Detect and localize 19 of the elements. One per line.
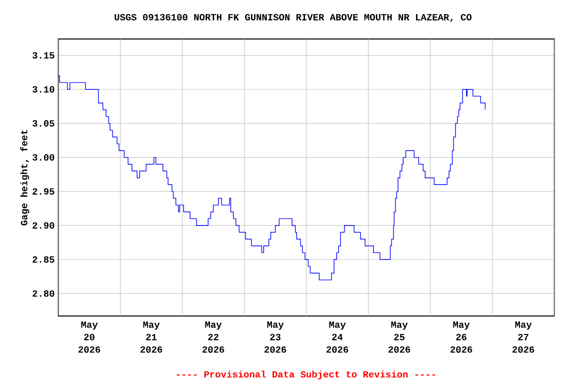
y-axis-title: Gage height, feet [20,130,30,226]
chart-title: USGS 09136100 NORTH FK GUNNISON RIVER ABOVE MOUTH NR LAZEAR, CO [114,14,472,22]
x-tick-label: May 26 2026 [450,322,472,353]
y-tick-label: 2.85 [32,256,54,263]
x-tick-label: May 23 2026 [264,322,286,353]
x-tick-label: May 27 2026 [512,322,534,353]
x-tick-label: May 20 2026 [78,322,100,353]
y-tick-label: 3.05 [32,120,54,127]
y-tick-label: 2.90 [32,222,54,229]
y-tick-label: 2.95 [32,188,54,195]
x-tick-label: May 21 2026 [140,322,162,353]
text: ---- Provisional Data Subject to Revision ---- [176,370,436,380]
y-tick-label: 3.00 [32,154,54,161]
x-tick-label: May 24 2026 [326,322,348,353]
x-tick-label: May 25 2026 [388,322,410,353]
y-tick-label: 2.80 [32,290,54,297]
x-tick-label: May 22 2026 [202,322,224,353]
y-tick-label: 3.10 [32,86,54,93]
y-tick-label: 3.15 [32,52,54,59]
